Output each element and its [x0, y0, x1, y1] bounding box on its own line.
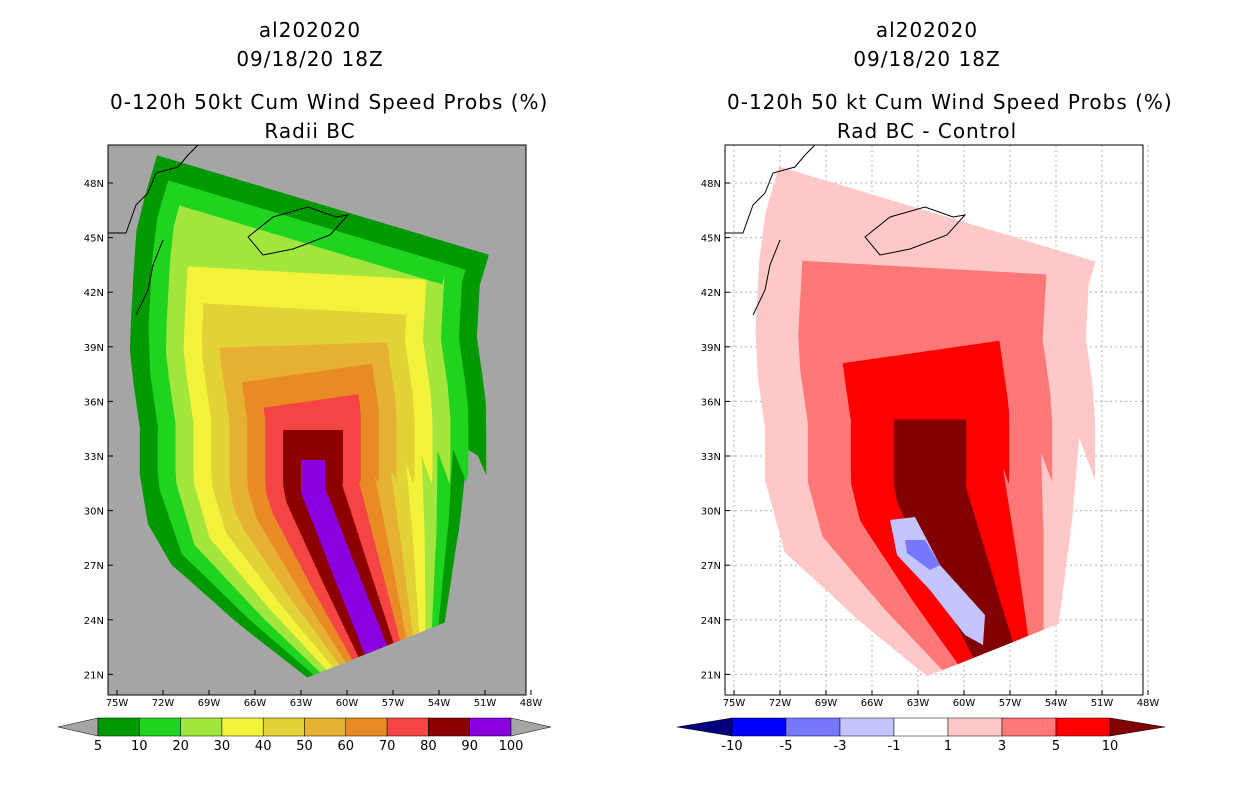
left-panel-y-tick-label: 30N	[84, 507, 104, 518]
left-panel-colorbar-swatch	[345, 717, 388, 737]
left-panel-colorbar-swatch	[304, 717, 347, 737]
left-panel-x-tick-label: 63W	[290, 698, 313, 709]
left-panel-x-tick-label: 54W	[428, 698, 451, 709]
left-panel-colorbar-swatch	[180, 717, 223, 737]
right-panel-x-tick-label: 66W	[861, 698, 884, 709]
left-panel-colorbar-swatch	[428, 717, 470, 737]
left-panel-colorbar-label: 5	[94, 739, 102, 754]
left-panel-x-tick-label: 75W	[106, 698, 129, 709]
left-panel-y-tick-label: 42N	[84, 288, 104, 299]
left-title-sub: 0-120h 50kt Cum Wind Speed Probs (%) Rad…	[110, 90, 549, 143]
left-panel-coastline	[108, 144, 199, 234]
right-title-sub: 0-120h 50 kt Cum Wind Speed Probs (%) Ra…	[727, 90, 1173, 143]
left-panel-x-tick-label: 72W	[152, 698, 175, 709]
left-panel-y-tick-label: 33N	[84, 452, 104, 463]
right-panel-band-10	[893, 419, 1013, 658]
right-panel-y-tick-label: 27N	[701, 561, 721, 572]
left-panel-colorbar-swatch	[221, 717, 264, 737]
left-panel-colorbar-label: 70	[379, 739, 396, 754]
left-panel-colorbar-label: 60	[338, 739, 355, 754]
left-title-top: al202020 09/18/20 18Z	[236, 18, 384, 71]
left-panel-colorbar-label: 50	[296, 739, 313, 754]
right-panel-x-tick-label: 60W	[953, 698, 976, 709]
left-panel-x-tick-label: 51W	[474, 698, 497, 709]
right-panel-landmass	[864, 206, 967, 256]
left-panel-frame	[107, 144, 527, 696]
left-panel-colorbar-arrow-high	[510, 717, 552, 737]
left-panel-colorbar-swatch	[469, 717, 512, 737]
left-panel-colorbar-label: 90	[461, 739, 478, 754]
left-panel-colorbar-label: 30	[214, 739, 231, 754]
right-panel-band-neg-3	[905, 540, 940, 570]
right-panel-colorbar-label: 3	[998, 739, 1006, 754]
left-panel-colorbar-arrow-low	[57, 717, 99, 737]
left-panel-y-tick-label: 39N	[84, 343, 104, 354]
right-panel-coastline	[725, 144, 816, 234]
right-panel-y-tick-label: 48N	[701, 179, 721, 190]
right-panel-colorbar-label: 5	[1052, 739, 1060, 754]
right-panel-y-tick-label: 36N	[701, 397, 721, 408]
right-panel-colorbar-swatch	[893, 717, 949, 737]
left-panel-x-tick-label: 60W	[336, 698, 359, 709]
left-panel-y-tick-label: 45N	[84, 234, 104, 245]
right-panel-y-tick-label: 33N	[701, 452, 721, 463]
right-panel-colorbar-label: 10	[1102, 739, 1119, 754]
left-panel-colorbar-label: 20	[172, 739, 189, 754]
right-panel-x-tick-label: 63W	[907, 698, 930, 709]
right-panel-colorbar-swatch	[731, 717, 787, 737]
right-panel-x-tick-label: 75W	[723, 698, 746, 709]
left-panel-y-tick-label: 48N	[84, 179, 104, 190]
left-panel-y-tick-label: 36N	[84, 397, 104, 408]
right-panel-x-tick-label: 51W	[1091, 698, 1114, 709]
right-panel-frame	[724, 144, 1144, 696]
right-panel-x-tick-label: 69W	[815, 698, 838, 709]
right-panel-colorbar-swatch	[839, 717, 895, 737]
left-panel-colorbar-swatch	[139, 717, 181, 737]
right-panel-colorbar-arrow-low	[676, 717, 733, 737]
left-panel-y-tick-label: 24N	[84, 616, 104, 627]
right-panel-x-tick-label: 54W	[1045, 698, 1068, 709]
right-panel-colorbar-label: -1	[888, 739, 901, 754]
left-panel-y-tick-label: 27N	[84, 561, 104, 572]
left-panel-colorbar-swatch	[386, 717, 429, 737]
right-title-top: al202020 09/18/20 18Z	[853, 18, 1001, 71]
right-panel-colorbar-arrow-high	[1109, 717, 1166, 737]
right-panel-y-tick-label: 30N	[701, 507, 721, 518]
left-panel-landmass	[247, 206, 350, 256]
right-panel-y-tick-label: 39N	[701, 343, 721, 354]
left-panel-band-90	[301, 460, 388, 655]
left-panel-colorbar-swatch	[97, 717, 140, 737]
right-panel-x-tick-label: 57W	[999, 698, 1022, 709]
left-panel-colorbar-swatch	[262, 717, 305, 737]
left-panel-colorbar-label: 80	[420, 739, 437, 754]
left-panel-colorbar-label: 10	[131, 739, 148, 754]
right-panel-y-tick-label: 42N	[701, 288, 721, 299]
left-panel-colorbar-label: 40	[255, 739, 272, 754]
left-panel-y-tick-label: 21N	[84, 670, 104, 681]
left-panel-x-tick-label: 48W	[520, 698, 543, 709]
left-panel-x-tick-label: 69W	[198, 698, 221, 709]
right-panel-colorbar-swatch	[1055, 717, 1111, 737]
right-panel-y-tick-label: 24N	[701, 616, 721, 627]
right-panel-y-tick-label: 21N	[701, 670, 721, 681]
right-panel-x-tick-label: 48W	[1137, 698, 1160, 709]
right-panel-colorbar-swatch	[785, 717, 841, 737]
left-panel-x-tick-label: 57W	[382, 698, 405, 709]
right-panel-colorbar-label: -5	[780, 739, 793, 754]
left-panel-coastline	[135, 239, 164, 316]
right-panel-y-tick-label: 45N	[701, 234, 721, 245]
left-panel-colorbar-label: 100	[499, 739, 524, 754]
right-panel-colorbar-swatch	[947, 717, 1003, 737]
right-panel-x-tick-label: 72W	[769, 698, 792, 709]
right-panel-colorbar-label: 1	[944, 739, 952, 754]
right-panel-coastline	[752, 239, 781, 316]
right-panel-colorbar-swatch	[1001, 717, 1057, 737]
right-panel-colorbar-label: -3	[834, 739, 847, 754]
left-panel-x-tick-label: 66W	[244, 698, 267, 709]
right-panel-colorbar-label: -10	[721, 739, 742, 754]
